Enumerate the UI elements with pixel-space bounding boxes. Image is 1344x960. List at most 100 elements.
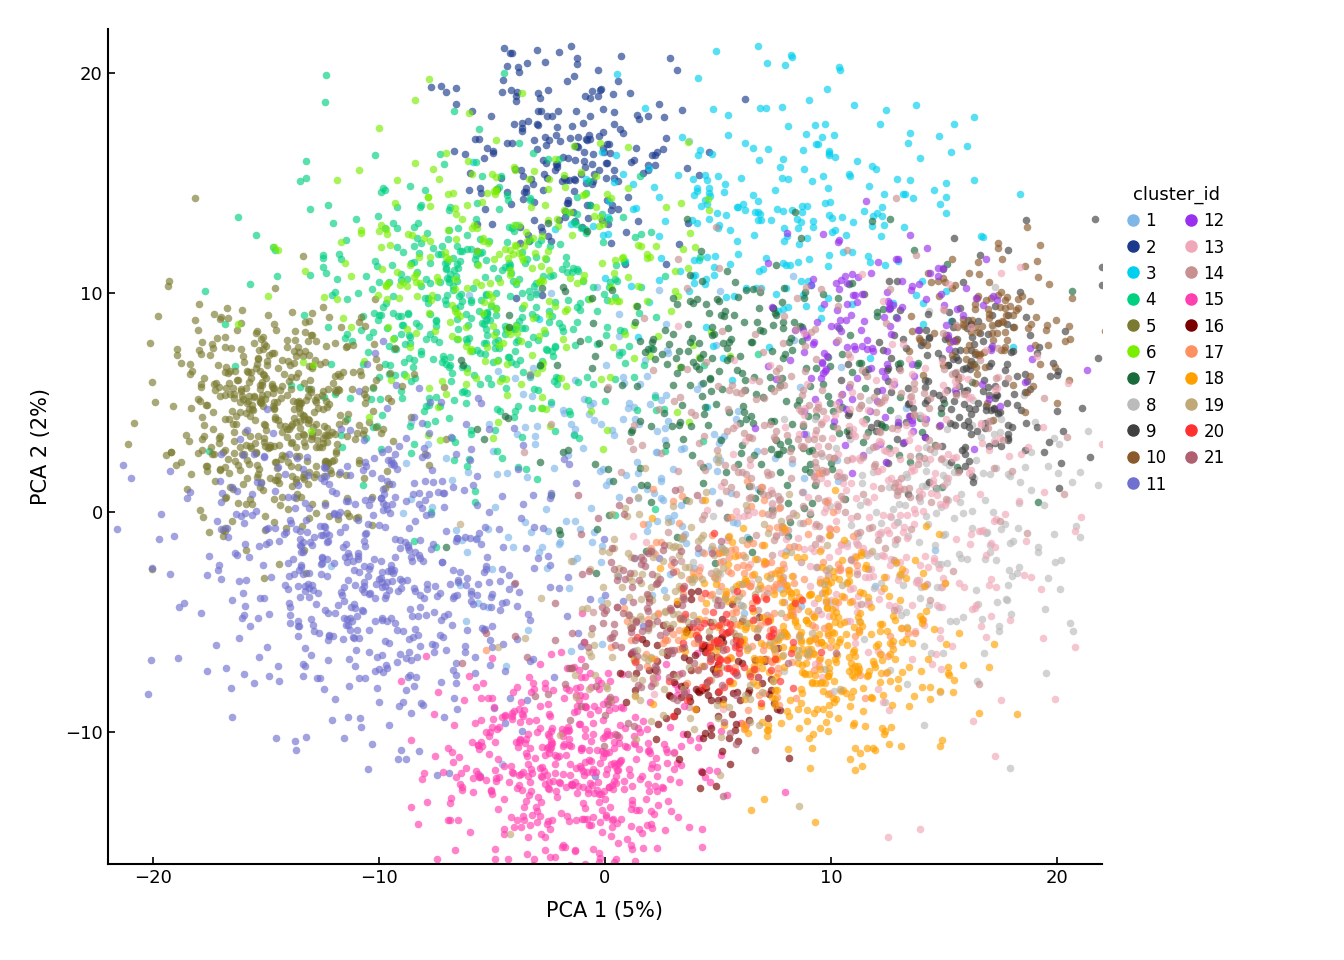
Point (370, 570, 391, 586)
Y-axis label: PCA 2 (2%): PCA 2 (2%) (31, 388, 51, 505)
Point (314, 427, 336, 443)
Point (297, 381, 319, 396)
Point (496, 387, 517, 402)
Point (859, 663, 880, 679)
Point (505, 370, 527, 385)
Point (949, 626, 970, 641)
Point (679, 226, 700, 241)
Point (785, 508, 806, 523)
Point (419, 306, 441, 322)
Point (681, 615, 703, 631)
Point (323, 506, 344, 521)
Point (985, 387, 1007, 402)
Point (788, 431, 809, 446)
Point (653, 632, 675, 647)
Point (707, 649, 728, 664)
Point (668, 751, 689, 766)
Point (839, 573, 860, 588)
Point (646, 669, 668, 684)
Point (767, 566, 789, 582)
Point (923, 554, 945, 569)
Point (603, 733, 625, 749)
Point (801, 618, 823, 634)
Point (694, 615, 715, 631)
Point (915, 292, 937, 307)
Point (336, 506, 358, 521)
Point (367, 650, 388, 665)
Point (555, 257, 577, 273)
Point (773, 309, 794, 324)
Point (446, 530, 468, 545)
Point (564, 103, 586, 118)
Point (482, 319, 504, 334)
Point (595, 726, 617, 741)
Point (359, 410, 380, 425)
Point (629, 692, 650, 708)
Point (843, 644, 864, 660)
Point (644, 779, 665, 794)
Point (680, 519, 702, 535)
Point (516, 233, 538, 249)
Point (652, 617, 673, 633)
Point (761, 554, 782, 569)
Point (387, 584, 409, 599)
Point (653, 405, 675, 420)
Point (996, 307, 1017, 323)
Point (564, 774, 586, 789)
Point (504, 403, 526, 419)
Point (1062, 283, 1083, 299)
Point (594, 270, 616, 285)
Point (526, 284, 547, 300)
Point (255, 508, 277, 523)
Point (575, 185, 597, 201)
Point (703, 260, 724, 276)
Point (1001, 568, 1023, 584)
Point (290, 379, 312, 395)
Point (371, 184, 392, 200)
Point (820, 396, 841, 411)
Point (814, 493, 836, 509)
Point (774, 524, 796, 540)
Point (618, 395, 640, 410)
Point (887, 603, 909, 618)
Point (965, 375, 986, 391)
Point (214, 411, 235, 426)
Point (560, 643, 582, 659)
Point (699, 647, 720, 662)
Point (317, 632, 339, 647)
Point (664, 507, 685, 522)
Point (656, 647, 677, 662)
Point (763, 414, 785, 429)
Point (742, 187, 763, 203)
Point (433, 351, 454, 367)
Point (905, 288, 926, 303)
Point (266, 460, 288, 475)
Point (711, 307, 732, 323)
Point (945, 333, 966, 348)
Point (548, 523, 570, 539)
Point (892, 187, 914, 203)
Point (544, 756, 566, 772)
Point (418, 291, 439, 306)
Point (187, 444, 208, 460)
Point (818, 147, 840, 162)
Point (591, 441, 613, 456)
Point (196, 459, 218, 474)
Point (242, 401, 263, 417)
Point (599, 293, 621, 308)
Point (964, 357, 985, 372)
Point (579, 108, 601, 123)
Point (1027, 494, 1048, 510)
Point (319, 396, 340, 412)
Point (603, 532, 625, 547)
Point (476, 312, 497, 327)
Point (648, 97, 669, 112)
Point (708, 619, 730, 635)
Point (384, 615, 406, 631)
Point (302, 357, 324, 372)
Point (535, 501, 556, 516)
Point (700, 640, 722, 656)
Point (310, 388, 332, 403)
Point (763, 640, 785, 656)
Point (961, 329, 982, 345)
